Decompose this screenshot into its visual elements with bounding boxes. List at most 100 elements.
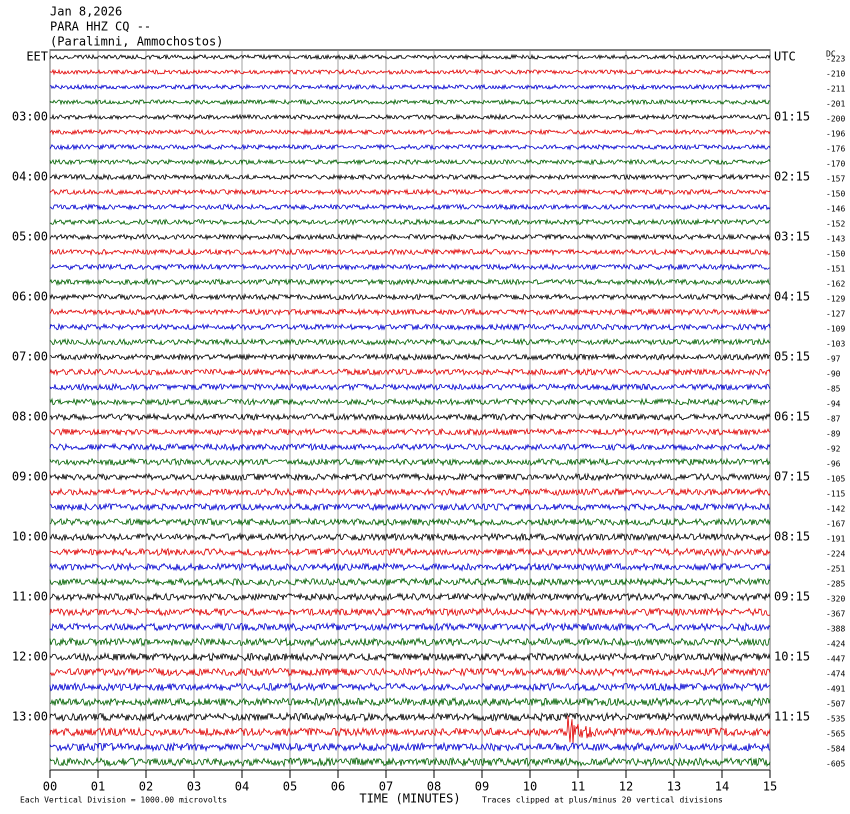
right-time-label: 09:15: [774, 590, 810, 604]
trace: [49, 247, 771, 257]
left-time-label: 07:00: [12, 350, 48, 364]
dc-value: -94: [826, 400, 841, 409]
x-tick-label: 03: [187, 780, 201, 794]
left-time-label: 12:00: [12, 650, 48, 664]
trace: [49, 696, 771, 708]
x-axis-label: TIME (MINUTES): [359, 792, 460, 806]
trace: [49, 173, 771, 181]
trace: [49, 352, 771, 362]
trace: [49, 547, 771, 557]
left-time-label: 05:00: [12, 230, 48, 244]
trace: [49, 532, 771, 542]
trace: [49, 128, 771, 136]
trace: [49, 322, 771, 332]
dc-value: -109: [826, 325, 845, 334]
right-time-label: 11:15: [774, 710, 810, 724]
trace: [49, 472, 771, 482]
dc-value: -584: [826, 745, 845, 754]
trace: [49, 607, 771, 617]
dc-value: -89: [826, 430, 841, 439]
dc-value: -150: [826, 190, 845, 199]
x-tick-label: 10: [523, 780, 537, 794]
right-time-label: 08:15: [774, 530, 810, 544]
dc-value: -152: [826, 220, 845, 229]
trace: [49, 667, 771, 678]
trace: [49, 307, 771, 317]
trace: [49, 337, 771, 347]
dc-value: -285: [826, 580, 845, 589]
dc-value: -146: [826, 205, 845, 214]
left-time-label: 11:00: [12, 590, 48, 604]
dc-value: -196: [826, 130, 845, 139]
dc-value: -507: [826, 700, 845, 709]
trace: [49, 188, 771, 196]
plot-frame: [49, 49, 771, 771]
dc-value: -224: [826, 550, 845, 559]
dc-value: -201: [826, 100, 845, 109]
x-tick-label: 06: [331, 780, 345, 794]
dc-value: -142: [826, 505, 845, 514]
trace: [49, 756, 771, 768]
date: Jan 8,2026: [50, 5, 122, 19]
trace: [49, 53, 771, 61]
x-tick-label: 15: [763, 780, 777, 794]
trace: [49, 741, 771, 753]
dc-value: -176: [826, 145, 845, 154]
dc-value: -491: [826, 685, 845, 694]
dc-value: -167: [826, 520, 845, 529]
dc-label: DC: [826, 50, 836, 59]
dc-value: -151: [826, 265, 845, 274]
right-time-label: 10:15: [774, 650, 810, 664]
dc-value: -200: [826, 115, 845, 124]
right-time-label: 07:15: [774, 470, 810, 484]
dc-value: -565: [826, 730, 845, 739]
trace: [49, 83, 771, 91]
trace: [49, 68, 771, 76]
dc-value: -129: [826, 295, 845, 304]
trace: [49, 427, 771, 437]
dc-value: -447: [826, 655, 845, 664]
left-time-label: 10:00: [12, 530, 48, 544]
x-tick-label: 14: [715, 780, 729, 794]
dc-value: -535: [826, 715, 845, 724]
trace: [49, 487, 771, 497]
dc-value: -143: [826, 235, 845, 244]
left-time-label: 08:00: [12, 410, 48, 424]
left-time-label: 03:00: [12, 110, 48, 124]
trace: [49, 233, 771, 242]
x-tick-label: 11: [571, 780, 585, 794]
dc-value: -157: [826, 175, 845, 184]
dc-value: -92: [826, 445, 841, 454]
trace: [49, 652, 771, 663]
trace: [49, 143, 771, 151]
trace: [49, 715, 771, 744]
dc-value: -320: [826, 595, 845, 604]
right-time-label: 05:15: [774, 350, 810, 364]
left-time-label: 09:00: [12, 470, 48, 484]
dc-value: -424: [826, 640, 845, 649]
dc-value: -96: [826, 460, 841, 469]
trace: [49, 367, 771, 377]
trace: [49, 412, 771, 422]
left-time-label: 06:00: [12, 290, 48, 304]
dc-value: -150: [826, 250, 845, 259]
left-time-label: EET: [26, 50, 48, 64]
x-tick-label: 13: [667, 780, 681, 794]
dc-value: -105: [826, 475, 845, 484]
trace: [49, 218, 771, 226]
dc-value: -223: [826, 55, 845, 64]
dc-value: -474: [826, 670, 845, 679]
dc-value: -170: [826, 160, 845, 169]
x-tick-label: 04: [235, 780, 249, 794]
trace: [49, 457, 771, 467]
x-tick-label: 01: [91, 780, 105, 794]
dc-value: -97: [826, 355, 841, 364]
trace: [49, 502, 771, 512]
trace: [49, 158, 771, 166]
trace: [49, 636, 771, 648]
dc-value: -103: [826, 340, 845, 349]
trace: [49, 397, 771, 407]
trace: [49, 577, 771, 587]
trace: [49, 98, 771, 106]
